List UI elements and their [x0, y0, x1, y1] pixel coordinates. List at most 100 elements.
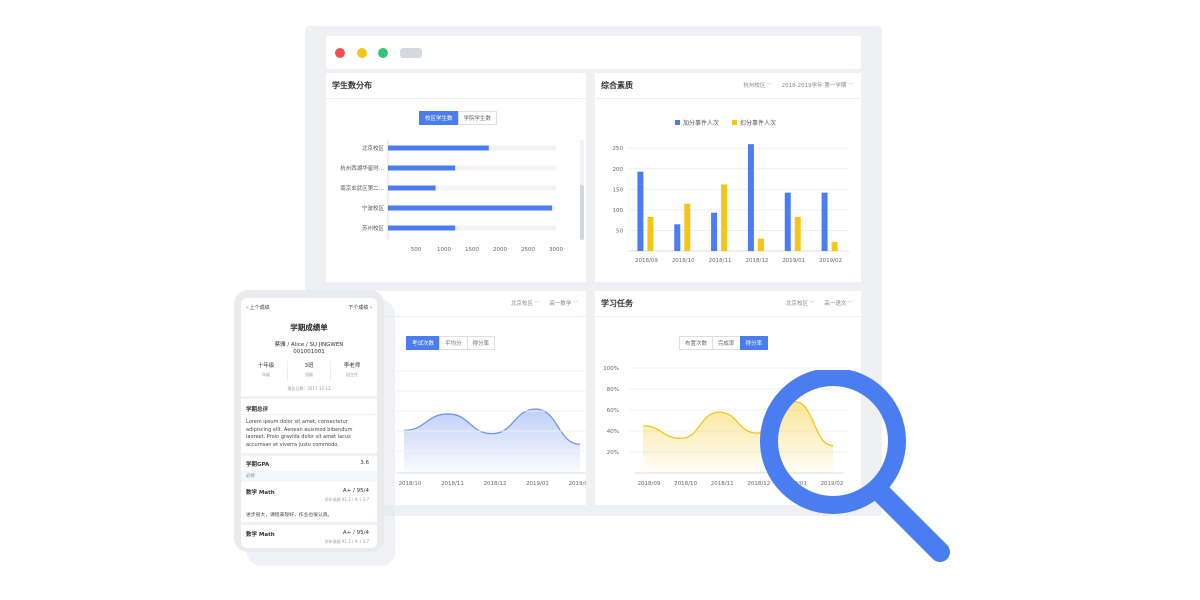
student-count-toggle: 校区学生数 学院学生数 [419, 111, 498, 125]
course-sub-score: 学年成绩 91.2 / A- / 3.7 [324, 497, 369, 502]
y-tick-label: 60% [607, 408, 619, 414]
x-tick-label: 2019/01 [526, 481, 549, 487]
x-tick-label: 2018/11 [709, 258, 732, 264]
scrollbar-thumb[interactable] [580, 185, 584, 240]
y-tick-label: 100 [613, 208, 624, 214]
magnifier-icon [760, 370, 950, 562]
category-label: 苏州校区 [362, 224, 385, 232]
y-tick-label: 200 [613, 167, 624, 173]
y-tick-label: 80% [607, 387, 619, 393]
toggle-score-rate[interactable]: 得分率 [466, 336, 496, 350]
address-bar[interactable] [400, 48, 422, 58]
course-score: A+ / 95/4 [342, 488, 369, 494]
next-report-link[interactable]: 下个成绩 › [348, 305, 372, 311]
minimize-window-button[interactable] [357, 48, 367, 58]
exam-trend-chart: 2018/10 2018/11 2018/12 2019/01 2019/02 [396, 370, 586, 487]
bar [388, 185, 436, 191]
course-name: 数学 Math [246, 532, 275, 538]
stat-class: 3班 班级 [288, 361, 331, 381]
close-window-button[interactable] [335, 48, 345, 58]
stat-value: 十年级 [257, 363, 275, 369]
term-dropdown[interactable]: 2018-2019学年 第一学期 [782, 83, 853, 89]
y-tick-label: 250 [613, 146, 624, 152]
prev-report-link[interactable]: ‹ 上个成绩 [246, 305, 270, 311]
report-title: 学期成绩单 [290, 323, 328, 332]
x-tick-label: 3000 [549, 247, 563, 253]
x-tick-label: 2019/02 [569, 481, 586, 487]
scrollbar-track[interactable] [580, 140, 584, 240]
stat-label: 班级 [305, 372, 313, 377]
x-tick-label: 2018/09 [635, 258, 658, 264]
bar [674, 224, 681, 251]
bar-track [388, 165, 556, 171]
course-score: A+ / 95/4 [342, 530, 369, 536]
divider [241, 396, 377, 399]
campus-dropdown[interactable]: 北京校区 [786, 301, 815, 307]
campus-dropdown[interactable]: 北京校区 [511, 301, 540, 307]
magnifier-ring [760, 370, 906, 514]
x-tick-label: 2018/11 [441, 481, 464, 487]
x-tick-label: 2018/12 [484, 481, 507, 487]
stat-label: 班主任 [346, 372, 358, 377]
report-nav: ‹ 上个成绩 下个成绩 › [241, 304, 377, 314]
legend-swatch [675, 120, 680, 125]
category-label: 宁波校区 [362, 204, 385, 212]
bar [821, 192, 828, 251]
toggle-campus-students[interactable]: 校区学生数 [419, 111, 459, 125]
x-tick-label: 2018/12 [747, 481, 770, 487]
x-tick-label: 2018/10 [674, 481, 697, 487]
toggle-exam-count[interactable]: 考试次数 [406, 336, 441, 350]
y-tick-label: 100% [603, 366, 619, 372]
bar [647, 216, 654, 251]
magnifier-handle [868, 480, 950, 562]
card-header: 北京校区 高一数学 [326, 291, 586, 317]
x-tick-label: 1500 [465, 247, 479, 253]
bar [831, 241, 838, 251]
bar [711, 212, 718, 251]
card-filters: 杭州校区 2018-2019学年 第一学期 [735, 81, 853, 89]
report-date: 报告日期：2017-12-12 [287, 386, 331, 391]
stat-grade: 十年级 年级 [245, 361, 288, 381]
student-stats: 十年级 年级 3班 班级 李老师 班主任 [245, 361, 373, 381]
maximize-window-button[interactable] [378, 48, 388, 58]
phone-screen: ‹ 上个成绩 下个成绩 › 学期成绩单 蔡雅 / Alice / SU JING… [241, 298, 377, 548]
stat-teacher: 李老师 班主任 [331, 361, 373, 381]
learning-tasks-card: 学习任务 北京校区 高一语文 布置次数 完成率 得分率 100% 80% 60% 40… [595, 291, 861, 505]
comprehensive-quality-chart: 加分事件人次 扣分事件人次 50 100 150 200 250 2018/09 2018/10… [613, 119, 849, 264]
y-tick-label: 50 [616, 228, 623, 234]
comment-title: 学期总评 [246, 407, 269, 413]
x-tick-label: 2018/11 [711, 481, 734, 487]
x-tick-label: 2019/01 [782, 258, 805, 264]
legend-label: 加分事件人次 [683, 119, 719, 127]
y-tick-label: 150 [613, 187, 624, 193]
card-header: 学习任务 北京校区 高一语文 [595, 291, 861, 317]
series-area [643, 401, 833, 473]
y-tick-label: 40% [607, 429, 619, 435]
gpa-label: 学期GPA [246, 462, 270, 468]
card-title: 综合素质 [601, 81, 633, 90]
toggle-college-students[interactable]: 学院学生数 [457, 111, 498, 125]
series-line [642, 400, 834, 447]
student-distribution-card: 学生数分布 校区学生数 学院学生数 北京校区 杭州西湖华星时... 南京玄武区第二.… [326, 73, 586, 282]
series-line [403, 408, 581, 445]
bar [757, 238, 764, 251]
y-tick-label: 20% [607, 450, 619, 456]
card-title: 学习任务 [601, 299, 633, 308]
bar [784, 192, 791, 251]
student-name: 蔡雅 / Alice / SU JINGWEN [274, 342, 344, 348]
subject-dropdown[interactable]: 高一数学 [549, 301, 578, 307]
toggle-assign-count[interactable]: 布置次数 [679, 336, 714, 350]
phone-mockup: ‹ 上个成绩 下个成绩 › 学期成绩单 蔡雅 / Alice / SU JING… [234, 290, 384, 552]
x-tick-label: 2018/12 [745, 258, 768, 264]
bar [794, 216, 801, 251]
x-tick-label: 2018/10 [399, 481, 422, 487]
campus-dropdown[interactable]: 杭州校区 [743, 83, 772, 89]
prev-report-label: 上个成绩 [249, 305, 270, 311]
exam-metric-toggle: 考试次数 平均分 得分率 [406, 336, 496, 350]
x-tick-label: 2019/02 [819, 258, 842, 264]
stat-value: 3班 [304, 363, 314, 369]
toggle-score-rate[interactable]: 得分率 [739, 336, 769, 350]
category-label: 北京校区 [362, 144, 385, 152]
subject-dropdown[interactable]: 高一语文 [824, 301, 853, 307]
